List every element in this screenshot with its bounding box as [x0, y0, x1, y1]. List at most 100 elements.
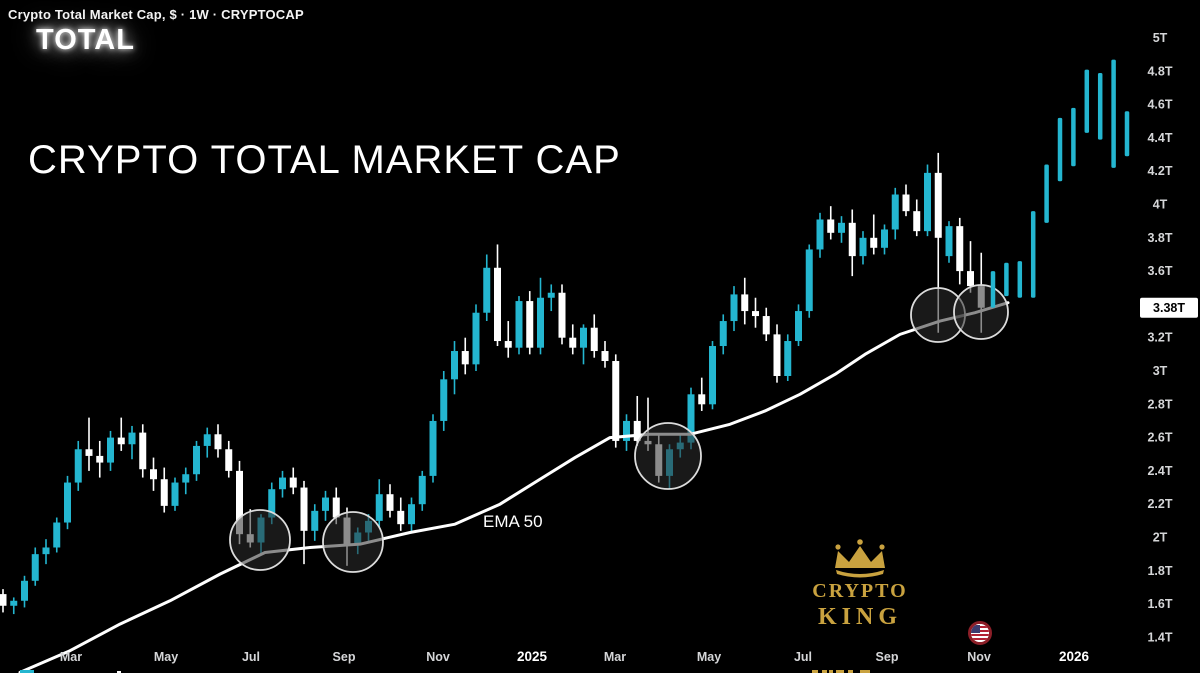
time-axis-label[interactable]: Nov: [426, 650, 450, 664]
candle-body: [590, 327, 598, 352]
price-axis-label[interactable]: 2.4T: [1147, 464, 1172, 478]
candle-body: [945, 226, 953, 257]
price-axis-label[interactable]: 2.6T: [1147, 431, 1172, 445]
price-axis-label[interactable]: 4.6T: [1147, 98, 1172, 112]
time-axis-label[interactable]: Nov: [967, 650, 991, 664]
price-axis-label[interactable]: 2T: [1153, 531, 1168, 545]
price-axis-label[interactable]: 4T: [1153, 198, 1168, 212]
gold-watermark-fragment: [812, 670, 818, 673]
candle-body: [0, 594, 7, 606]
candle-body: [494, 267, 501, 342]
candle-body: [633, 420, 641, 441]
candle-body: [96, 455, 104, 463]
candle-body: [311, 510, 319, 531]
price-axis-label[interactable]: 1.4T: [1147, 630, 1172, 644]
candle-body: [64, 482, 71, 523]
candle-body: [440, 379, 448, 421]
gold-watermark-fragment: [836, 670, 844, 673]
gold-watermark-fragment: [848, 670, 853, 673]
candle-body: [150, 469, 157, 480]
candle-body: [160, 479, 168, 506]
brand-line-2: KING: [817, 604, 902, 630]
candle-body: [418, 475, 426, 505]
candle-body: [289, 477, 297, 488]
candle-body: [773, 334, 781, 376]
forecast-bar: [1004, 262, 1009, 297]
price-axis-label[interactable]: 5T: [1153, 31, 1168, 45]
candle-body: [752, 311, 759, 317]
forecast-bar: [1057, 117, 1063, 182]
candle-body: [225, 449, 233, 471]
candle-body: [386, 494, 394, 511]
candle-body: [859, 237, 867, 257]
candle-body: [53, 522, 61, 548]
candle-body: [601, 351, 609, 362]
ema-50-line: [18, 301, 1010, 673]
price-axis-label[interactable]: 3T: [1153, 364, 1168, 378]
candle-body: [870, 237, 878, 248]
candle-body: [967, 271, 974, 287]
candle-body: [741, 294, 749, 312]
price-axis-label[interactable]: 4.8T: [1147, 64, 1172, 78]
candle-body: [483, 267, 491, 313]
time-axis-label[interactable]: 2025: [517, 649, 548, 664]
candle-body: [698, 394, 706, 405]
candle-body: [117, 437, 125, 445]
time-axis-label[interactable]: Jul: [794, 650, 812, 664]
highlight-circle[interactable]: [322, 511, 384, 573]
candle-body: [107, 437, 114, 463]
clipped-candle-fragment: [20, 670, 34, 673]
time-axis-label[interactable]: Sep: [876, 650, 899, 664]
candle-body: [623, 420, 630, 441]
candle-body: [74, 449, 82, 483]
candle-body: [21, 580, 28, 601]
candle-body: [300, 487, 308, 531]
ema-50-label: EMA 50: [483, 512, 543, 531]
time-axis-label[interactable]: Mar: [60, 650, 82, 664]
candle-body: [913, 211, 921, 232]
candle-body: [31, 554, 39, 581]
price-axis-label[interactable]: 3.6T: [1147, 264, 1172, 278]
highlight-circle[interactable]: [229, 509, 291, 571]
candle-body: [547, 292, 555, 298]
us-flag-event-marker[interactable]: [968, 621, 992, 645]
highlight-circle[interactable]: [634, 422, 702, 490]
price-axis-label[interactable]: 2.2T: [1147, 497, 1172, 511]
candle-body: [268, 489, 276, 518]
candle-body: [827, 219, 835, 233]
time-axis-label[interactable]: 2026: [1059, 649, 1090, 664]
candle-body: [838, 222, 845, 233]
candle-body: [203, 434, 211, 446]
candle-body: [515, 301, 523, 348]
candle-body: [784, 341, 792, 376]
forecast-bar: [990, 271, 996, 308]
forecast-bar: [1084, 69, 1090, 133]
price-axis-label[interactable]: 4.2T: [1147, 164, 1172, 178]
price-axis-label[interactable]: 1.6T: [1147, 597, 1172, 611]
price-axis-label[interactable]: 3.2T: [1147, 331, 1172, 345]
candle-body: [214, 434, 222, 450]
price-axis-label[interactable]: 1.8T: [1147, 564, 1172, 578]
candle-body: [279, 477, 286, 490]
time-axis-label[interactable]: Sep: [333, 650, 356, 664]
candle-body: [322, 497, 329, 511]
candle-body: [85, 449, 93, 456]
time-axis-label[interactable]: May: [154, 650, 178, 664]
candle-body: [730, 294, 738, 322]
price-axis-label[interactable]: 3.8T: [1147, 231, 1172, 245]
candle-body: [580, 327, 587, 348]
time-axis-label[interactable]: May: [697, 650, 721, 664]
brand-line-1: CRYPTO: [812, 580, 908, 602]
page-title: CRYPTO TOTAL MARKET CAP: [28, 138, 621, 182]
symbol-title: Crypto Total Market Cap, $ · 1W · CRYPTO…: [8, 7, 304, 22]
candle-body: [569, 337, 577, 348]
candle-body: [139, 432, 147, 470]
candle-body: [128, 432, 136, 445]
candle-body: [10, 600, 18, 606]
time-axis-label[interactable]: Jul: [242, 650, 260, 664]
time-axis-label[interactable]: Mar: [604, 650, 626, 664]
price-axis-label[interactable]: 2.8T: [1147, 397, 1172, 411]
highlight-circle[interactable]: [953, 284, 1009, 340]
price-axis-label[interactable]: 4.4T: [1147, 131, 1172, 145]
